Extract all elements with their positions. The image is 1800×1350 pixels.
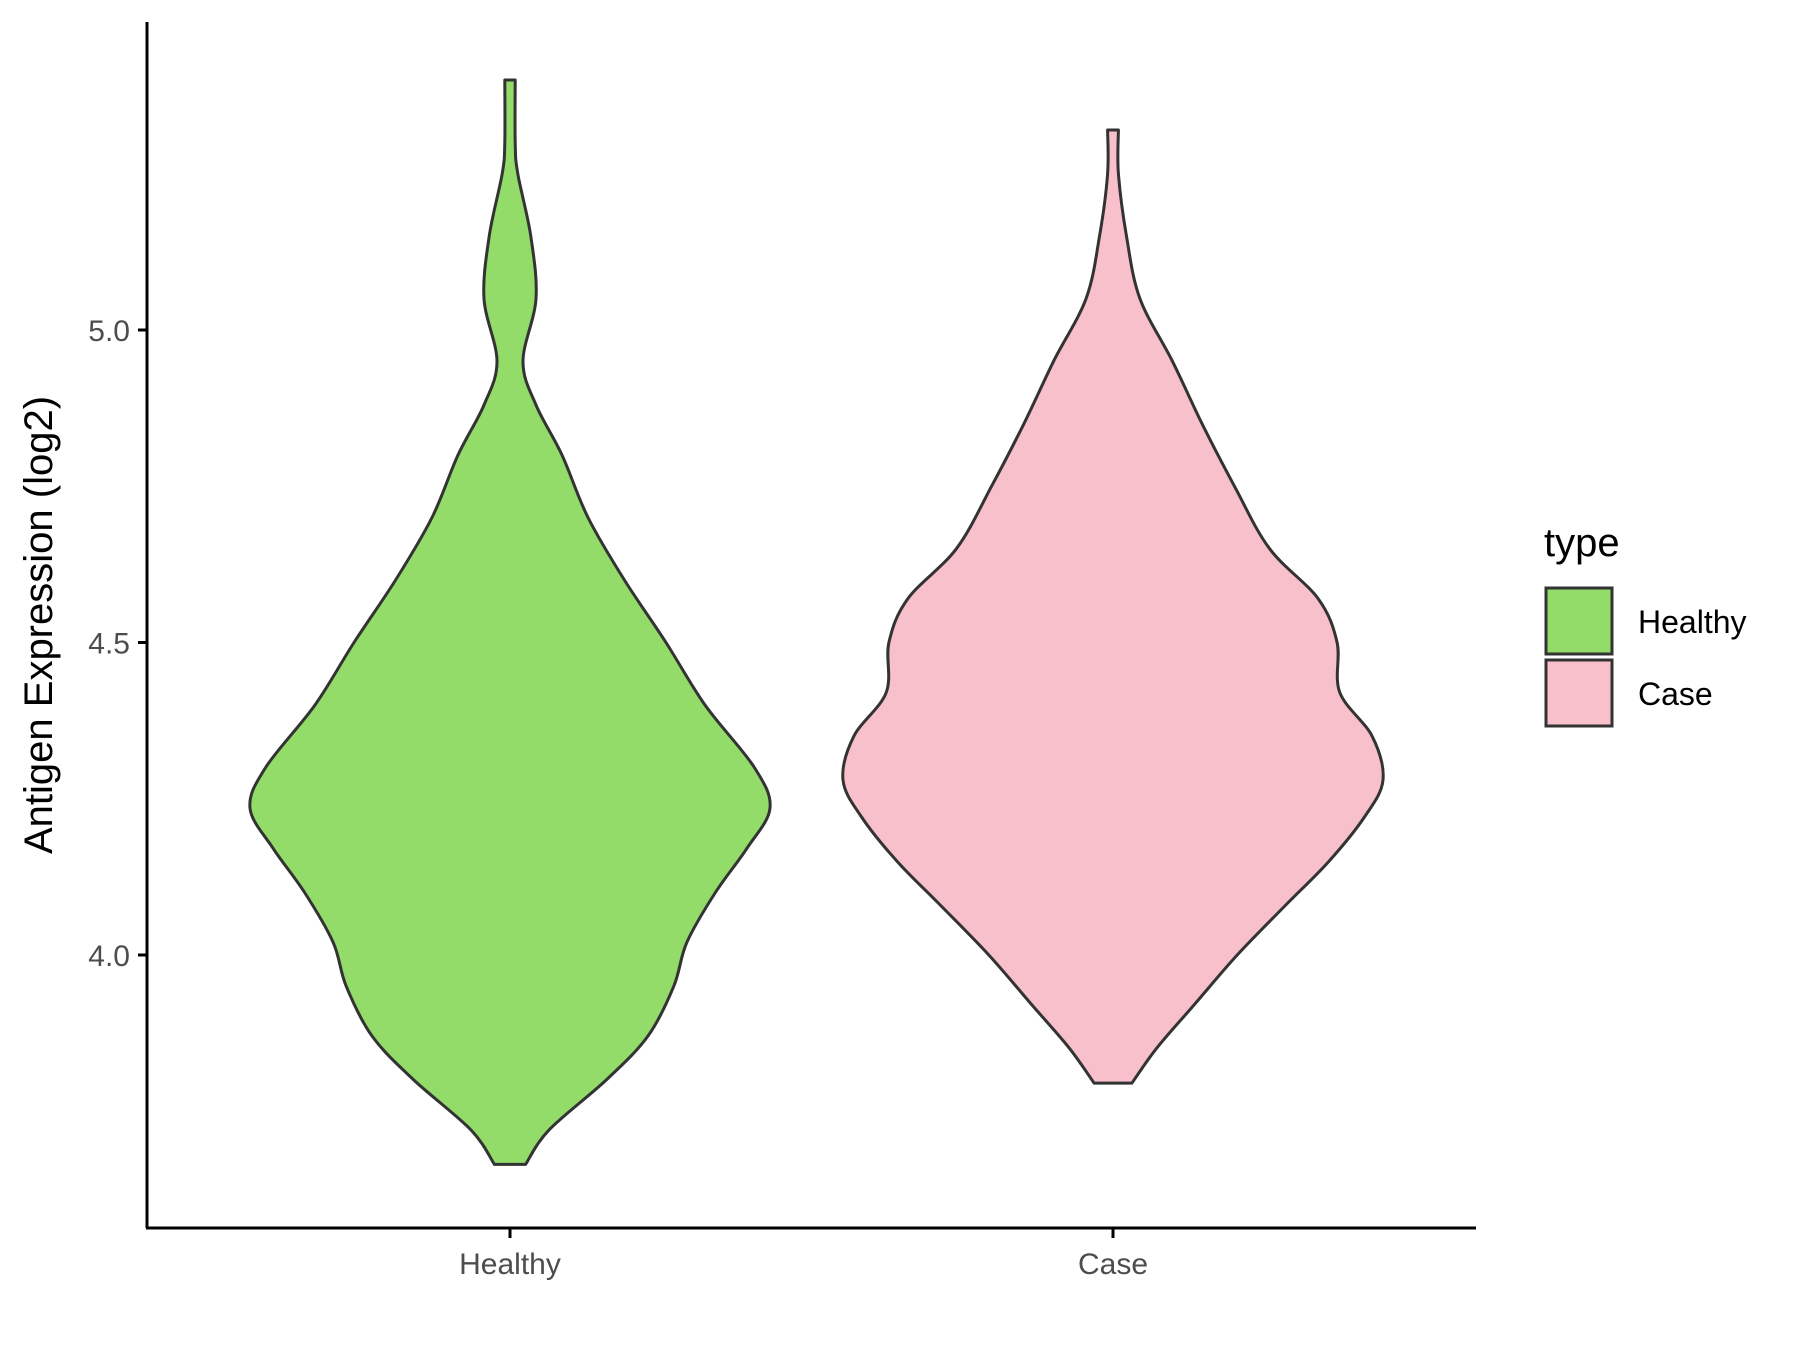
y-tick-label: 4.0	[88, 940, 130, 973]
y-tick-label: 5.0	[88, 315, 130, 348]
x-tick-label: Case	[1078, 1248, 1148, 1281]
legend-label-healthy: Healthy	[1638, 604, 1747, 640]
x-ticks: Healthy Case	[459, 1228, 1148, 1281]
legend-key-healthy	[1544, 586, 1614, 656]
violin-layer	[248, 78, 1385, 1166]
y-axis-title: Antigen Expression (log2)	[17, 396, 61, 854]
violin-case	[841, 128, 1385, 1085]
x-tick-label: Healthy	[459, 1248, 561, 1281]
violin-healthy	[248, 78, 772, 1166]
legend-label-case: Case	[1638, 676, 1713, 712]
y-ticks: 4.0 4.5 5.0	[88, 315, 147, 973]
legend: type Healthy Case	[1544, 521, 1747, 728]
legend-title: type	[1544, 521, 1620, 565]
y-tick-label: 4.5	[88, 628, 130, 661]
legend-key-case	[1544, 658, 1614, 728]
